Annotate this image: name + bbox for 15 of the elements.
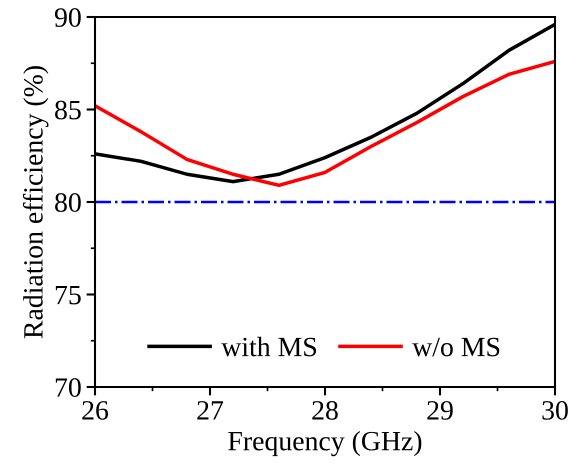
x-tick-label: 27: [197, 401, 224, 420]
x-tick-label: 26: [82, 401, 108, 420]
legend-label: w/o MS: [412, 338, 500, 356]
line-series: [95, 60, 555, 188]
y-tick-label: 75: [56, 286, 81, 304]
y-tick-label: 70: [56, 378, 81, 397]
legend-label: with MS: [221, 336, 316, 356]
y-tick-label: 80: [55, 193, 81, 212]
x-tick-label: 29: [427, 401, 453, 420]
x-axis-title: Frequency (GHz): [228, 430, 422, 456]
y-tick-label: 90: [54, 8, 81, 27]
x-tick-label: 28: [312, 400, 338, 420]
y-tick-label: 85: [55, 100, 81, 120]
x-tick-label: 30: [542, 400, 568, 420]
y-axis-title: Radiation efficiency (%): [22, 66, 48, 338]
